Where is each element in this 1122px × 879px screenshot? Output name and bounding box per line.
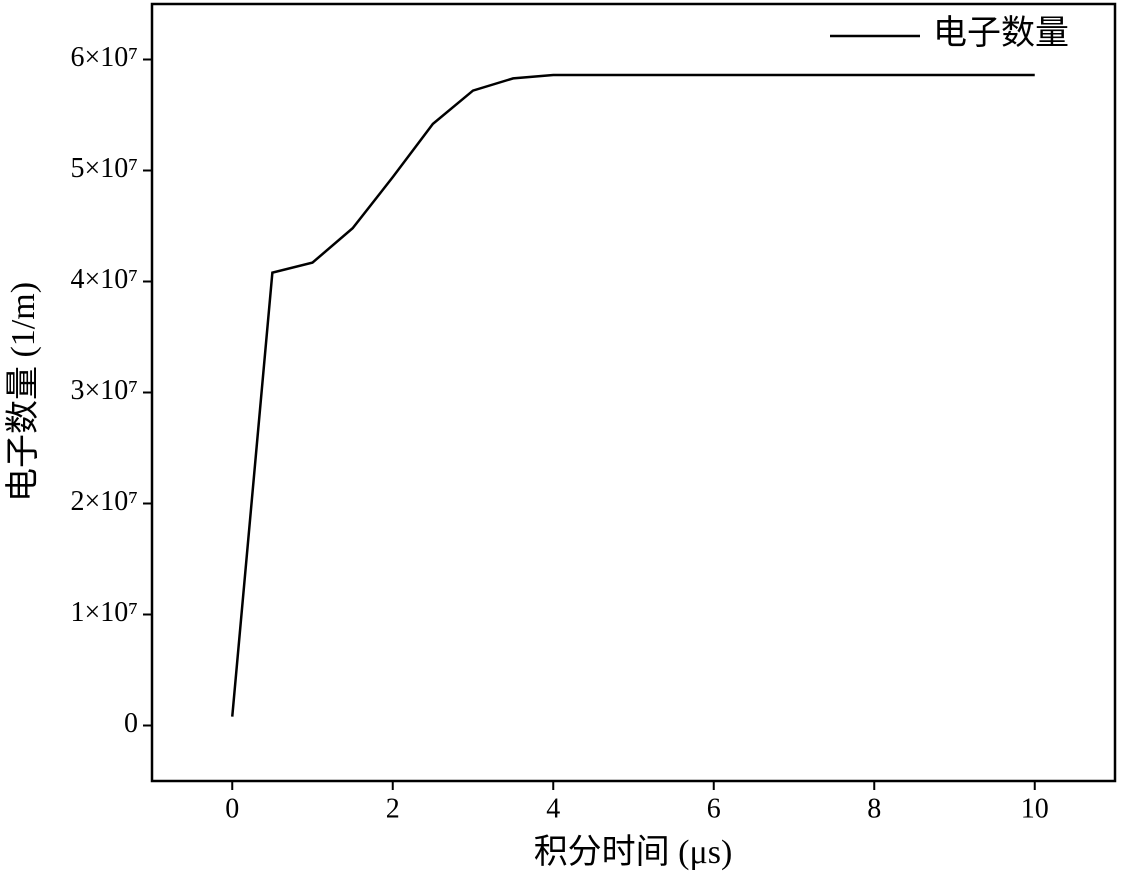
y-tick-label: 1×10⁷ (70, 597, 138, 628)
x-tick-label: 10 (1021, 793, 1049, 824)
x-tick-label: 0 (225, 793, 239, 824)
x-tick-label: 4 (546, 793, 560, 824)
data-line (231, 73, 1035, 717)
x-axis-label: 积分时间 (μs) (534, 834, 733, 871)
x-tick-label: 2 (386, 793, 400, 824)
legend-label: 电子数量 (933, 14, 1069, 52)
y-tick-label: 5×10⁷ (70, 153, 138, 184)
y-axis-label: 电子数量 (1/m) (4, 282, 42, 502)
y-tick-label: 6×10⁷ (70, 42, 138, 73)
x-tick-label: 8 (867, 793, 881, 824)
y-tick-label: 2×10⁷ (70, 486, 138, 517)
y-tick-label: 3×10⁷ (70, 375, 138, 406)
y-tick-label: 4×10⁷ (70, 264, 138, 295)
y-tick-label: 0 (124, 708, 138, 739)
plot-frame (150, 2, 1117, 783)
x-tick-label: 6 (707, 793, 721, 824)
